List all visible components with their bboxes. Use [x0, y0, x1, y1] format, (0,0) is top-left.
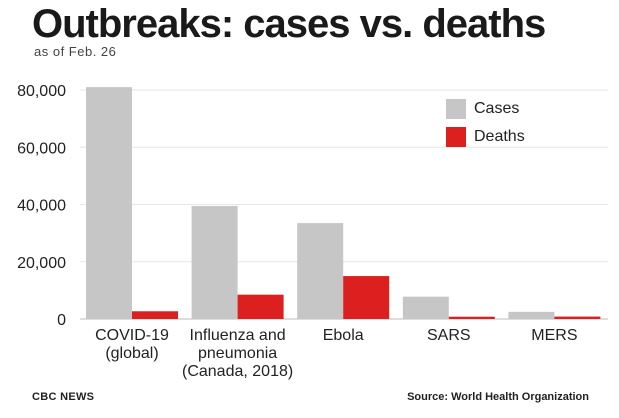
bar-deaths [448, 316, 495, 319]
x-tick-label: Influenza and [190, 327, 286, 344]
y-tick-label: 60,000 [17, 140, 66, 157]
y-tick-label: 40,000 [17, 198, 66, 215]
x-tick-label: MERS [531, 327, 577, 344]
bar-deaths [554, 316, 601, 319]
bar-cases [508, 311, 555, 319]
x-tick-label: (global) [105, 345, 158, 362]
y-tick-label: 20,000 [17, 255, 66, 272]
footer-publisher: CBC NEWS [32, 391, 95, 403]
y-tick-label: 80,000 [17, 83, 66, 100]
legend-swatch-cases [446, 99, 466, 119]
bar-cases [297, 223, 344, 319]
x-tick-label: pneumonia [198, 345, 277, 362]
footer-source: Source: World Health Organization [407, 391, 589, 403]
x-tick-label: (Canada, 2018) [182, 363, 293, 380]
legend-item-deaths: Deaths [446, 123, 525, 151]
bar-cases [86, 87, 132, 319]
chart-title: Outbreaks: cases vs. deaths [32, 2, 546, 46]
bar-deaths [343, 276, 390, 319]
x-tick-label: Ebola [323, 327, 364, 344]
legend-label-deaths: Deaths [474, 128, 525, 145]
legend-label-cases: Cases [474, 100, 520, 117]
bar-cases [402, 296, 449, 319]
legend-item-cases: Cases [446, 95, 525, 123]
bar-deaths [237, 294, 284, 319]
bar-deaths [132, 311, 178, 319]
y-tick-label: 0 [57, 312, 66, 329]
legend: Cases Deaths [446, 95, 525, 151]
bar-cases [191, 205, 238, 319]
chart-subtitle: as of Feb. 26 [34, 44, 117, 59]
x-tick-label: SARS [427, 327, 471, 344]
x-tick-label: COVID-19 [95, 327, 169, 344]
legend-swatch-deaths [446, 127, 466, 147]
